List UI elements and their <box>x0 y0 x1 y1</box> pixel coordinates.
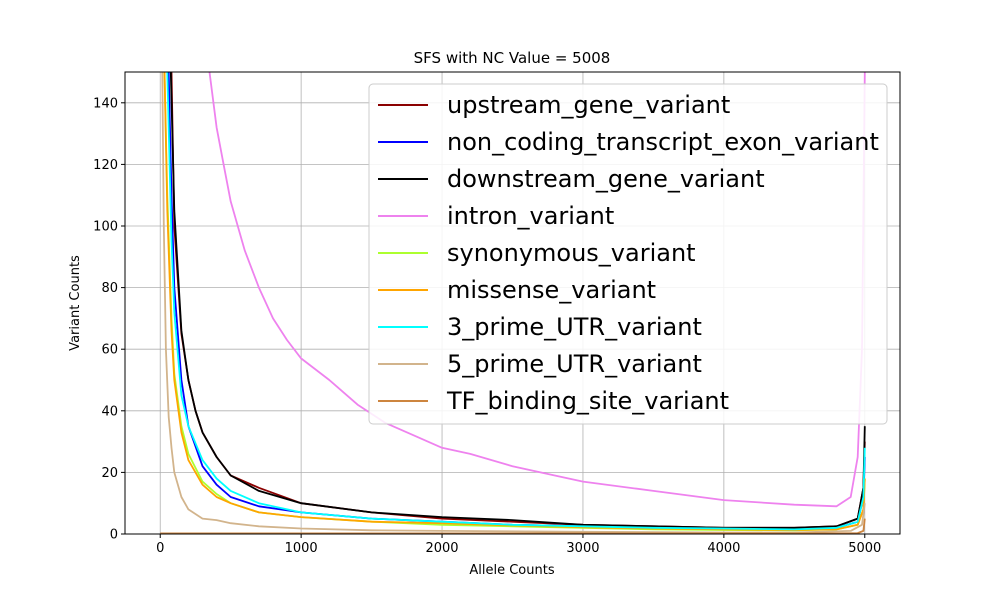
x-axis: 0 1000 2000 3000 4000 5000 <box>156 534 881 556</box>
x-tick-label: 2000 <box>425 541 458 556</box>
legend-box <box>368 83 888 425</box>
legend-label: 3_prime_UTR_variant <box>447 313 702 341</box>
x-tick-label: 5000 <box>848 541 881 556</box>
series-line-missense_variant <box>163 72 866 531</box>
legend-label: missense_variant <box>447 276 656 304</box>
x-tick-label: 4000 <box>707 541 740 556</box>
series-line-downstream_gene_variant <box>169 72 866 529</box>
y-tick-label: 60 <box>101 343 118 358</box>
y-tick-label: 20 <box>101 466 118 481</box>
series-line-intron_variant <box>208 72 866 508</box>
y-tick-label: 40 <box>101 404 118 419</box>
series-line-3_prime_UTR_variant <box>166 72 866 531</box>
legend-label: intron_variant <box>447 202 614 230</box>
series-layer <box>160 72 866 534</box>
legend-label: synonymous_variant <box>447 239 696 267</box>
y-tick-label: 100 <box>93 220 118 235</box>
legend-label: downstream_gene_variant <box>447 165 765 193</box>
x-axis-label: Allele Counts <box>469 563 554 578</box>
legend-label: TF_binding_site_variant <box>446 387 729 415</box>
y-tick-label: 120 <box>93 158 118 173</box>
y-tick-label: 0 <box>110 528 118 543</box>
plot-frame <box>124 71 901 535</box>
legend-label: upstream_gene_variant <box>447 91 730 119</box>
x-tick-label: 1000 <box>285 541 318 556</box>
y-tick-label: 80 <box>101 281 118 296</box>
series-line-TF_binding_site_variant <box>160 518 866 534</box>
legend-label: 5_prime_UTR_variant <box>447 350 702 378</box>
x-tick-label: 0 <box>156 541 164 556</box>
y-tick-label: 140 <box>93 96 118 111</box>
chart-title: SFS with NC Value = 5008 <box>414 49 611 67</box>
legend: upstream_gene_variant non_coding_transcri… <box>368 83 888 425</box>
x-tick-label: 3000 <box>566 541 599 556</box>
y-axis: 0 20 40 60 80 100 120 140 <box>93 96 125 543</box>
y-axis-label: Variant Counts <box>68 255 83 351</box>
legend-label: non_coding_transcript_exon_variant <box>447 128 879 156</box>
